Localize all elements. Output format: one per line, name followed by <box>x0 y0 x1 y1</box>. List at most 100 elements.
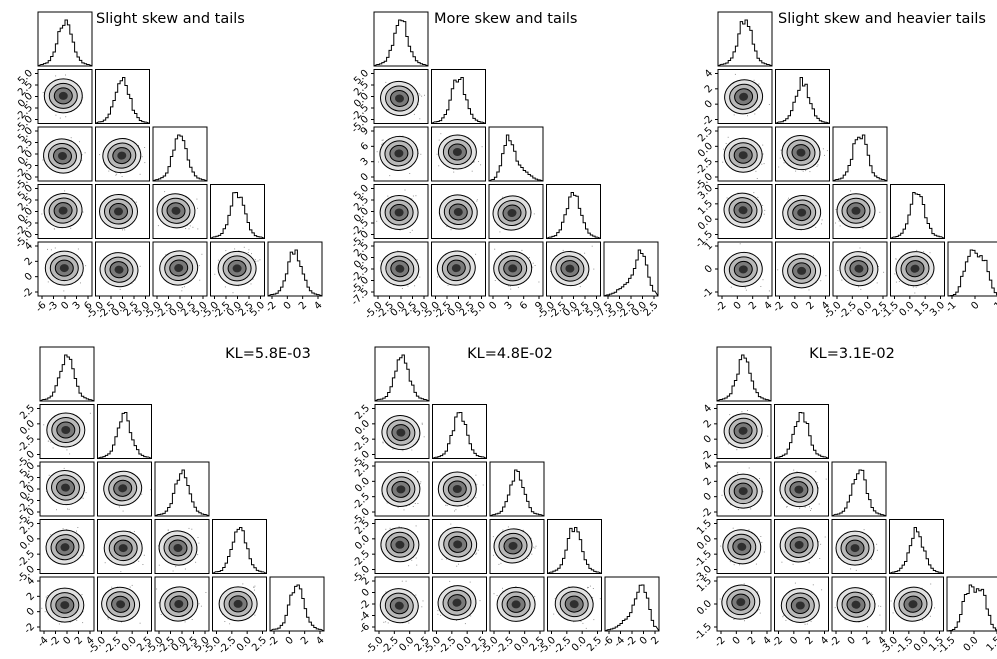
panel-frame <box>97 404 152 459</box>
x-tick-label: 1 <box>992 300 997 312</box>
contour-level <box>174 263 184 273</box>
joint-density-4-2 <box>95 184 150 239</box>
histogram-steps <box>97 412 152 459</box>
contour-level <box>58 151 67 161</box>
contour-level <box>908 600 918 609</box>
marginal-histogram-2 <box>97 404 152 459</box>
marginal-histogram-3 <box>831 461 887 517</box>
y-tick-label: 0 <box>23 271 35 283</box>
contour-level <box>452 485 462 493</box>
y-tick-label: 0 <box>25 606 37 618</box>
joint-density-5-1 <box>37 241 93 297</box>
joint-density-4-1 <box>374 519 430 574</box>
joint-density-4-3 <box>152 184 208 239</box>
marginal-histogram-4 <box>210 184 265 239</box>
x-tick-label: -2 <box>264 300 279 315</box>
x-tick-label: 0 <box>732 300 744 312</box>
contour-level <box>797 266 807 275</box>
contour-level <box>60 543 70 552</box>
joint-density-4-3 <box>489 519 545 574</box>
panel-frame <box>152 126 208 182</box>
panel-frame <box>716 346 772 402</box>
joint-density-5-2 <box>95 241 150 297</box>
contour-level <box>61 426 71 434</box>
contour-level <box>396 485 406 494</box>
x-tick-label: 0 <box>788 635 800 647</box>
joint-density-5-4 <box>889 576 944 632</box>
panel-frame <box>39 519 95 574</box>
contour-level <box>453 540 463 549</box>
contour-level <box>507 208 517 218</box>
x-tick-label: -2 <box>47 635 62 650</box>
joint-density-3-2 <box>97 461 152 517</box>
x-tick-label: 2 <box>861 635 873 647</box>
x-tick-label: 0 <box>731 635 743 647</box>
marginal-histogram-2 <box>432 404 487 459</box>
corner-plot-6: KL=3.1E-02-2 0 2 4-2 0 2 4-2 0 2 4-3.0-1.50.01.5-… <box>693 346 997 656</box>
histogram-steps <box>717 19 773 67</box>
contour-level <box>116 600 126 609</box>
panel-frame <box>489 576 545 632</box>
histogram-steps <box>37 19 93 67</box>
marginal-histogram-2 <box>775 69 830 124</box>
panel-frame <box>432 519 487 574</box>
x-tick-label: -1 <box>944 300 959 315</box>
x-tick-label: 0 <box>282 300 294 312</box>
y-tick-label: 0.0 <box>695 598 714 617</box>
histogram-steps <box>890 192 945 239</box>
x-tick-label: -2 <box>828 635 843 650</box>
y-tick-label: 4 <box>23 240 35 252</box>
panel-frame <box>97 461 152 517</box>
y-tick-label: 0 <box>703 99 715 111</box>
x-tick-label: 3 <box>71 300 83 312</box>
panel-frame <box>210 184 265 239</box>
marginal-histogram-4 <box>547 519 602 574</box>
panel-frame <box>717 69 773 124</box>
marginal-histogram-1 <box>373 11 429 67</box>
corner-plot-title: KL=3.1E-02 <box>809 346 895 362</box>
marginal-histogram-5 <box>269 576 325 632</box>
joint-density-2-1 <box>717 69 773 124</box>
joint-density-3-1 <box>374 461 430 517</box>
contour-level <box>114 207 123 216</box>
y-tick-label: 2.5 <box>18 403 37 422</box>
y-tick-label: 4 <box>702 403 714 415</box>
x-tick-label: -2 <box>713 635 728 650</box>
histogram-steps <box>154 469 210 517</box>
joint-density-3-1 <box>716 461 772 517</box>
y-tick-label: -2 <box>357 598 372 613</box>
contour-level <box>854 264 864 273</box>
histogram-steps <box>269 584 325 632</box>
panel-frame <box>488 184 544 239</box>
histogram-steps <box>210 192 265 239</box>
panel-frame <box>431 184 486 239</box>
y-tick-label: 0.0 <box>18 418 37 437</box>
x-tick-label: 0.0 <box>962 635 981 654</box>
histogram-steps <box>488 134 544 182</box>
y-tick-label: -2 <box>20 286 35 301</box>
joint-density-5-3 <box>154 576 210 632</box>
contour-level <box>794 485 804 494</box>
marginal-histogram-1 <box>37 11 93 67</box>
marginal-histogram-1 <box>374 346 430 402</box>
x-tick-label: 5.0 <box>248 300 267 319</box>
histogram-steps <box>374 354 430 402</box>
x-tick-label: -3 <box>45 300 60 315</box>
marginal-histogram-1 <box>39 346 95 402</box>
histogram-steps <box>152 134 208 182</box>
x-tick-label: -2 <box>771 300 786 315</box>
joint-density-3-2 <box>431 126 486 182</box>
contour-level <box>394 149 404 158</box>
y-tick-label: -2 <box>22 621 37 636</box>
x-tick-label: 3.0 <box>928 300 947 319</box>
contour-level <box>396 428 406 437</box>
y-tick-label: 0 <box>703 263 715 275</box>
histogram-steps <box>946 584 997 632</box>
y-tick-label: 0.0 <box>18 533 37 552</box>
joint-density-5-4 <box>212 576 267 632</box>
corner-plot-2: More skew and tails-5.0-2.50.02.55.0-5.0… <box>350 11 661 321</box>
panel-frame <box>39 346 95 402</box>
corner-plot-title: KL=4.8E-02 <box>467 346 553 362</box>
panel-frame <box>373 126 429 182</box>
y-tick-label: 0.0 <box>695 533 714 552</box>
